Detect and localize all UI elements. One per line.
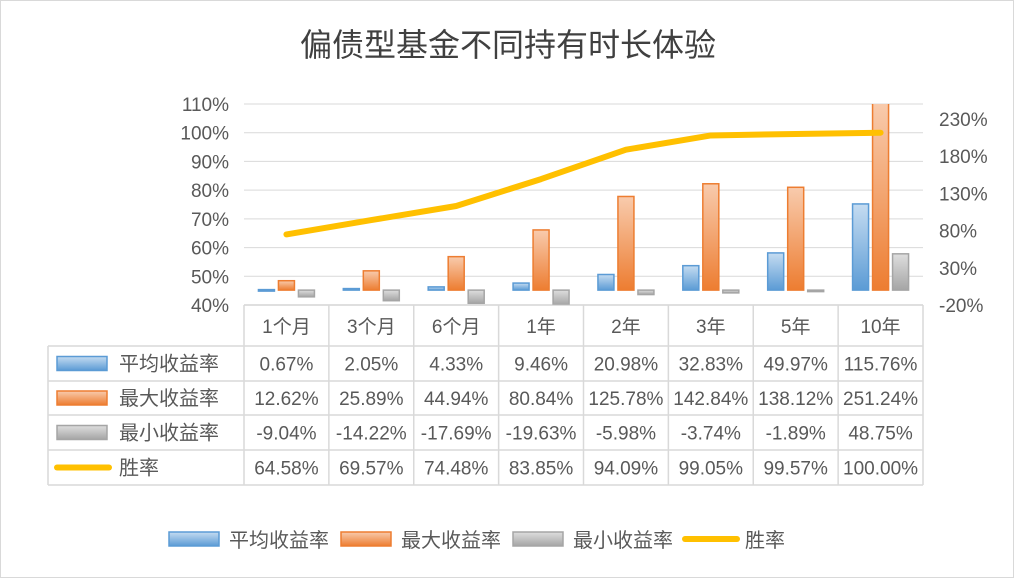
bar-最小收益率	[382, 289, 401, 302]
table-cell: 64.58%	[254, 459, 319, 480]
left-axis-tick-label: 60%	[191, 239, 229, 260]
bar-最小收益率	[552, 289, 570, 305]
left-axis-tick-label: 40%	[191, 296, 229, 317]
table-cell: 44.94%	[424, 389, 489, 410]
category-label: 1年	[526, 316, 556, 338]
bar-最小收益率	[467, 289, 485, 305]
table-cell: -3.74%	[681, 424, 741, 445]
category-label: 5年	[781, 316, 811, 338]
table-cell: -5.98%	[596, 424, 656, 445]
table-cell: 20.98%	[594, 355, 659, 376]
bar-平均收益率	[597, 273, 615, 291]
bar-最小收益率	[297, 289, 316, 298]
legend-label: 胜率	[745, 529, 785, 552]
table-series-name: 平均收益率	[119, 353, 219, 376]
legend-label: 最小收益率	[573, 529, 673, 552]
bar-最大收益率	[617, 195, 635, 291]
legend-key	[512, 531, 564, 547]
table-cell: -14.22%	[336, 424, 407, 445]
table-cell: 94.09%	[594, 459, 659, 480]
right-axis-tick-label: -20%	[939, 296, 983, 317]
table-cell: 2.05%	[344, 355, 398, 376]
legend-label: 平均收益率	[229, 529, 329, 552]
bar-平均收益率	[427, 286, 445, 291]
bar-最小收益率	[806, 289, 825, 293]
left-axis-tick-label: 90%	[191, 152, 229, 173]
table-legend-key	[56, 424, 108, 441]
table-series-name: 最大收益率	[119, 387, 219, 410]
left-axis-tick-label: 80%	[191, 181, 229, 202]
table-cell: 69.57%	[339, 459, 404, 480]
table-series-name: 最小收益率	[119, 422, 219, 445]
table-cell: -19.63%	[506, 424, 577, 445]
bar-平均收益率	[766, 252, 785, 291]
table-cell: -1.89%	[766, 424, 826, 445]
legend-key	[168, 531, 220, 547]
table-cell: 74.48%	[424, 459, 489, 480]
table-cell: 115.76%	[844, 355, 918, 376]
table-cell: 48.75%	[848, 424, 913, 445]
bar-最大收益率	[786, 186, 805, 291]
table-cell: 138.12%	[758, 389, 833, 410]
bar-最大收益率	[447, 255, 465, 291]
bar-平均收益率	[851, 203, 870, 291]
category-label: 10年	[860, 316, 900, 338]
right-axis-tick-label: 180%	[939, 147, 988, 168]
table-cell: 49.97%	[763, 355, 828, 376]
table-cell: 12.62%	[254, 389, 319, 410]
bar-平均收益率	[342, 287, 361, 291]
table-cell: 251.24%	[843, 389, 918, 410]
category-label: 1个月	[262, 316, 311, 338]
bar-最大收益率	[532, 229, 550, 291]
category-label: 2年	[611, 316, 641, 338]
legend-key	[340, 531, 392, 547]
table-cell: 142.84%	[673, 389, 748, 410]
bar-最小收益率	[722, 289, 740, 294]
table-legend-key	[56, 390, 108, 406]
bar-最大收益率	[871, 104, 890, 291]
win-rate-line	[283, 129, 884, 238]
table-cell: 99.05%	[679, 459, 744, 480]
bar-最小收益率	[637, 289, 655, 296]
chart-title: 偏债型基金不同持有时长体验	[300, 27, 716, 63]
table-cell: 80.84%	[509, 389, 574, 410]
table-legend-key	[56, 355, 108, 372]
left-axis-tick-label: 50%	[191, 267, 229, 288]
table-cell: 0.67%	[260, 355, 314, 376]
category-label: 6个月	[432, 316, 481, 338]
bar-平均收益率	[682, 264, 700, 291]
bar-最大收益率	[702, 183, 720, 291]
bar-平均收益率	[257, 288, 276, 292]
bar-最小收益率	[891, 253, 910, 291]
left-axis-tick-label: 100%	[180, 124, 229, 145]
right-axis-tick-label: 30%	[939, 259, 977, 280]
table-cell: 83.85%	[509, 459, 574, 480]
table-series-name: 胜率	[119, 457, 159, 480]
table-cell: 125.78%	[588, 389, 663, 410]
left-axis-tick-label: 110%	[182, 95, 229, 116]
table-cell: 32.83%	[679, 355, 744, 376]
category-label: 3年	[696, 316, 726, 338]
table-cell: 9.46%	[514, 355, 568, 376]
category-label: 3个月	[347, 316, 396, 338]
legend-label: 最大收益率	[401, 529, 501, 552]
table-cell: -9.04%	[256, 424, 316, 445]
table-cell: -17.69%	[421, 424, 492, 445]
bar-最大收益率	[277, 279, 296, 291]
table-cell: 100.00%	[843, 459, 918, 480]
table-cell: 99.57%	[763, 459, 828, 480]
right-axis-tick-label: 230%	[939, 110, 988, 131]
left-axis-tick-label: 70%	[191, 210, 229, 231]
bar-最大收益率	[362, 270, 381, 291]
bar-平均收益率	[512, 282, 530, 291]
table-cell: 25.89%	[339, 389, 404, 410]
table-cell: 4.33%	[429, 355, 483, 376]
right-axis-tick-label: 80%	[939, 222, 977, 243]
right-axis-tick-label: 130%	[939, 184, 988, 205]
